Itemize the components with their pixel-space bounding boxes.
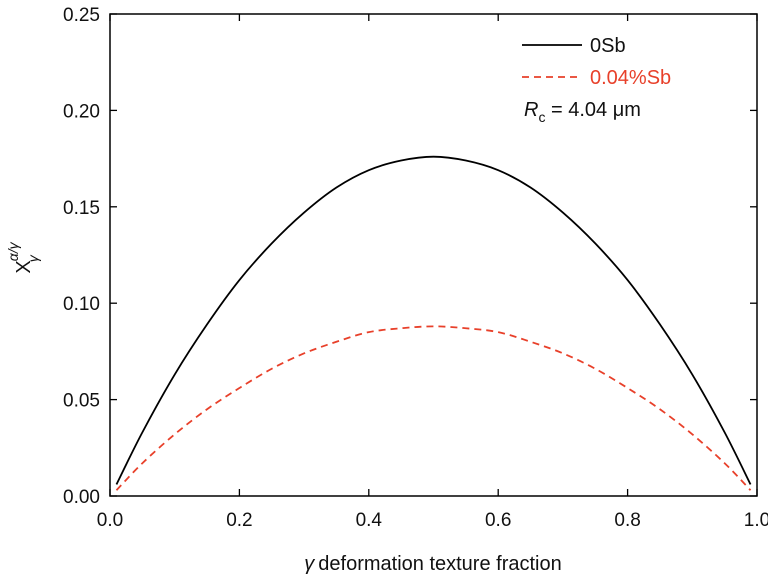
y-label-sub: γ — [25, 254, 41, 262]
y-axis-label: Xγ α/γ — [5, 241, 41, 273]
series-layer — [115, 155, 752, 491]
plot-frame — [109, 13, 758, 497]
x-tick-label: 0.8 — [614, 510, 640, 531]
x-tick-label: 0.2 — [226, 510, 252, 531]
y-label-base: X — [13, 260, 35, 273]
y-tick-label: 0.25 — [63, 5, 100, 26]
y-label-sup: α/γ — [5, 241, 21, 261]
y-tick-label: 0.10 — [63, 294, 100, 315]
rc-annotation: Rc = 4.04 μm — [524, 99, 641, 125]
rc-value: = 4.04 μm — [545, 99, 640, 121]
x-tick-label: 0.6 — [485, 510, 511, 531]
x-axis-label: γ deformation texture fraction — [304, 553, 561, 575]
rc-subscript: c — [538, 109, 545, 125]
svg-text:Xγα/γ: Xγ α/γ — [5, 241, 41, 273]
y-tick-label: 0.00 — [63, 487, 100, 508]
y-tick-label: 0.05 — [63, 391, 100, 412]
y-tick-label: 0.15 — [63, 198, 100, 219]
x-tick-label: 0.4 — [356, 510, 383, 531]
x-label-symbol: γ — [304, 553, 315, 575]
legend-label-004sb: 0.04%Sb — [590, 67, 671, 89]
legend-label-0sb: 0Sb — [590, 35, 626, 57]
y-tick-label: 0.20 — [63, 101, 100, 122]
rc-symbol: R — [524, 99, 538, 121]
series-line-0sb — [115, 155, 752, 485]
legend: 0Sb 0.04%Sb — [522, 35, 671, 89]
series-line-004sb — [115, 325, 752, 491]
x-label-text: deformation texture fraction — [318, 553, 561, 575]
x-tick-label: 1.0 — [744, 510, 768, 531]
x-tick-label: 0.0 — [97, 510, 123, 531]
